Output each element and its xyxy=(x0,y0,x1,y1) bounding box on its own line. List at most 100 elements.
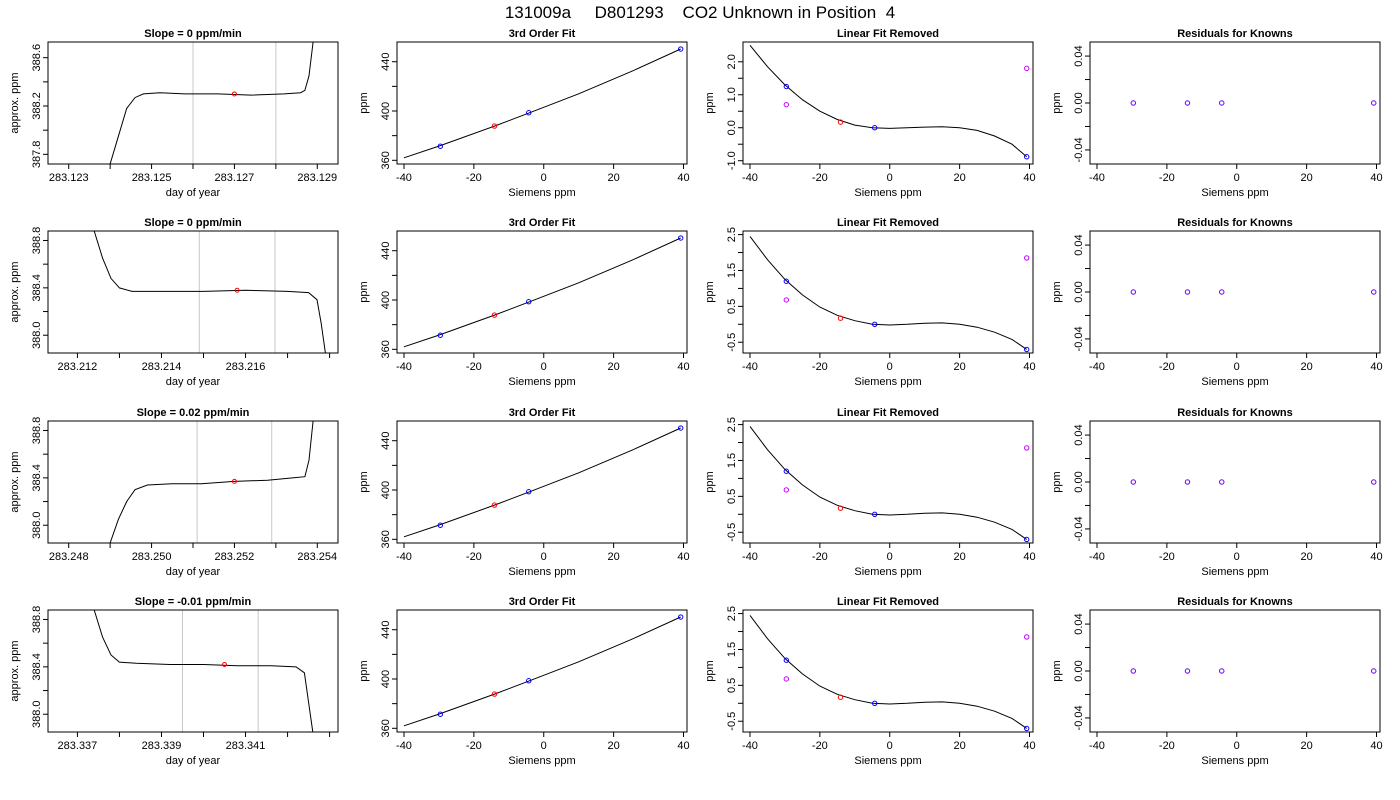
y-tick-label: 1.0 xyxy=(726,87,738,102)
panel-title: Residuals for Knowns xyxy=(1177,28,1293,40)
y-tick-label: -0.5 xyxy=(726,523,738,542)
y-tick-label: -0.04 xyxy=(1073,137,1085,162)
x-tick-label: 283.250 xyxy=(132,551,172,563)
y-axis-label: approx. ppm xyxy=(9,261,21,322)
x-tick-label: 40 xyxy=(1023,361,1035,373)
residual-point-outline xyxy=(1184,479,1190,485)
residual-point-outline xyxy=(1130,479,1136,485)
plot-frame xyxy=(1089,230,1381,354)
residual-point-outline xyxy=(1219,479,1225,485)
plot-frame xyxy=(47,420,339,544)
panel-title: Slope = 0 ppm/min xyxy=(144,217,242,229)
residual-point-outline xyxy=(1371,289,1377,295)
y-axis-label: ppm xyxy=(358,660,370,681)
known-point xyxy=(783,468,790,474)
residual-point-outline xyxy=(1371,100,1377,106)
y-tick-label: 388.2 xyxy=(31,92,43,120)
panel-content xyxy=(109,42,314,164)
x-tick-label: -20 xyxy=(812,551,828,563)
y-tick-label: 0.04 xyxy=(1073,45,1085,66)
target-point xyxy=(491,123,498,129)
residual-point-outline xyxy=(1130,100,1136,106)
panel-r2-c4: Residuals for Knowns -40 -20 0 20 40 -0.04 0.00… xyxy=(1051,217,1383,388)
measured-point xyxy=(1024,445,1030,451)
measured-point xyxy=(783,487,790,493)
x-tick-label: 40 xyxy=(1370,361,1382,373)
y-tick-label: 0.04 xyxy=(1073,424,1085,445)
panel-title: Slope = -0.01 ppm/min xyxy=(135,596,252,608)
measured-point xyxy=(1024,255,1030,261)
panel-content xyxy=(403,425,684,538)
panel-r4-c2: 3rd Order Fit -40 -20 0 20 40 360 400 440 Siemens… xyxy=(358,596,690,767)
fit-curve xyxy=(749,44,1028,158)
residual-point-outline xyxy=(1130,668,1136,674)
y-tick-label: 2.0 xyxy=(726,54,738,69)
midpoint-marker xyxy=(231,478,237,484)
x-tick-label: 0 xyxy=(1234,740,1240,752)
y-tick-label: 388.0 xyxy=(31,511,43,539)
y-tick-label: 440 xyxy=(380,621,392,639)
plot-frame xyxy=(1089,41,1381,165)
x-axis-label: Siemens ppm xyxy=(508,566,575,578)
known-point xyxy=(437,711,444,717)
x-tick-label: 283.248 xyxy=(49,551,89,563)
x-axis-label: Siemens ppm xyxy=(854,566,921,578)
x-tick-label: 20 xyxy=(954,551,966,563)
target-point xyxy=(491,312,498,318)
panel-content xyxy=(93,231,326,353)
y-tick-label: 2.5 xyxy=(726,606,738,621)
y-tick-label: 0.0 xyxy=(726,120,738,135)
y-axis-label: ppm xyxy=(1051,92,1063,113)
known-point xyxy=(783,657,790,663)
x-tick-label: -40 xyxy=(1089,361,1105,373)
target-point xyxy=(837,315,844,321)
panel-content xyxy=(1130,289,1377,295)
x-tick-label: -20 xyxy=(1159,740,1175,752)
x-tick-label: 20 xyxy=(608,361,620,373)
y-tick-label: 440 xyxy=(380,432,392,450)
known-point xyxy=(526,110,532,116)
y-axis-label: ppm xyxy=(358,471,370,492)
fit-curve xyxy=(403,48,681,159)
y-axis-label: ppm xyxy=(1051,660,1063,681)
measured-point xyxy=(1024,634,1030,640)
plot-frame xyxy=(396,609,688,733)
target-point xyxy=(491,502,498,508)
panel-title: Linear Fit Removed xyxy=(837,596,939,608)
x-tick-label: 283.127 xyxy=(215,172,255,184)
plot-frame xyxy=(396,41,688,165)
panel-r1-c4: Residuals for Knowns -40 -20 0 20 40 -0.04 0.00… xyxy=(1051,28,1383,199)
concentration-trace xyxy=(109,421,314,543)
x-tick-label: 20 xyxy=(1301,551,1313,563)
panel-content xyxy=(749,236,1030,353)
x-tick-label: 0 xyxy=(1234,551,1240,563)
plot-frame xyxy=(742,41,1034,165)
x-tick-label: 0 xyxy=(541,361,547,373)
y-tick-label: 0.04 xyxy=(1073,613,1085,634)
panel-title: Residuals for Knowns xyxy=(1177,596,1293,608)
panel-title: Residuals for Knowns xyxy=(1177,407,1293,419)
x-tick-label: -40 xyxy=(742,172,758,184)
x-tick-label: -20 xyxy=(1159,551,1175,563)
x-axis-label: day of year xyxy=(166,566,221,578)
residual-point-outline xyxy=(1184,668,1190,674)
known-point xyxy=(872,700,878,706)
panel-title: 3rd Order Fit xyxy=(509,28,576,40)
midpoint-marker xyxy=(222,661,228,667)
residual-point-outline xyxy=(1219,289,1225,295)
x-tick-label: -20 xyxy=(466,172,482,184)
x-axis-label: Siemens ppm xyxy=(508,376,575,388)
x-tick-label: 40 xyxy=(677,551,689,563)
x-axis-label: Siemens ppm xyxy=(854,755,921,767)
x-tick-label: -40 xyxy=(1089,172,1105,184)
plot-frame xyxy=(396,420,688,544)
y-tick-label: 0.5 xyxy=(726,678,738,693)
x-tick-label: 0 xyxy=(887,551,893,563)
panel-title: 3rd Order Fit xyxy=(509,596,576,608)
x-tick-label: -40 xyxy=(396,551,412,563)
panel-title: Linear Fit Removed xyxy=(837,28,939,40)
y-axis-label: ppm xyxy=(704,92,716,113)
y-tick-label: 440 xyxy=(380,53,392,71)
y-tick-label: 360 xyxy=(380,530,392,548)
x-tick-label: 20 xyxy=(608,172,620,184)
